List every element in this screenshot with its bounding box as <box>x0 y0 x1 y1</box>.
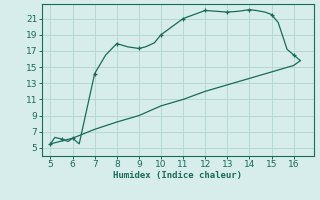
X-axis label: Humidex (Indice chaleur): Humidex (Indice chaleur) <box>113 171 242 180</box>
